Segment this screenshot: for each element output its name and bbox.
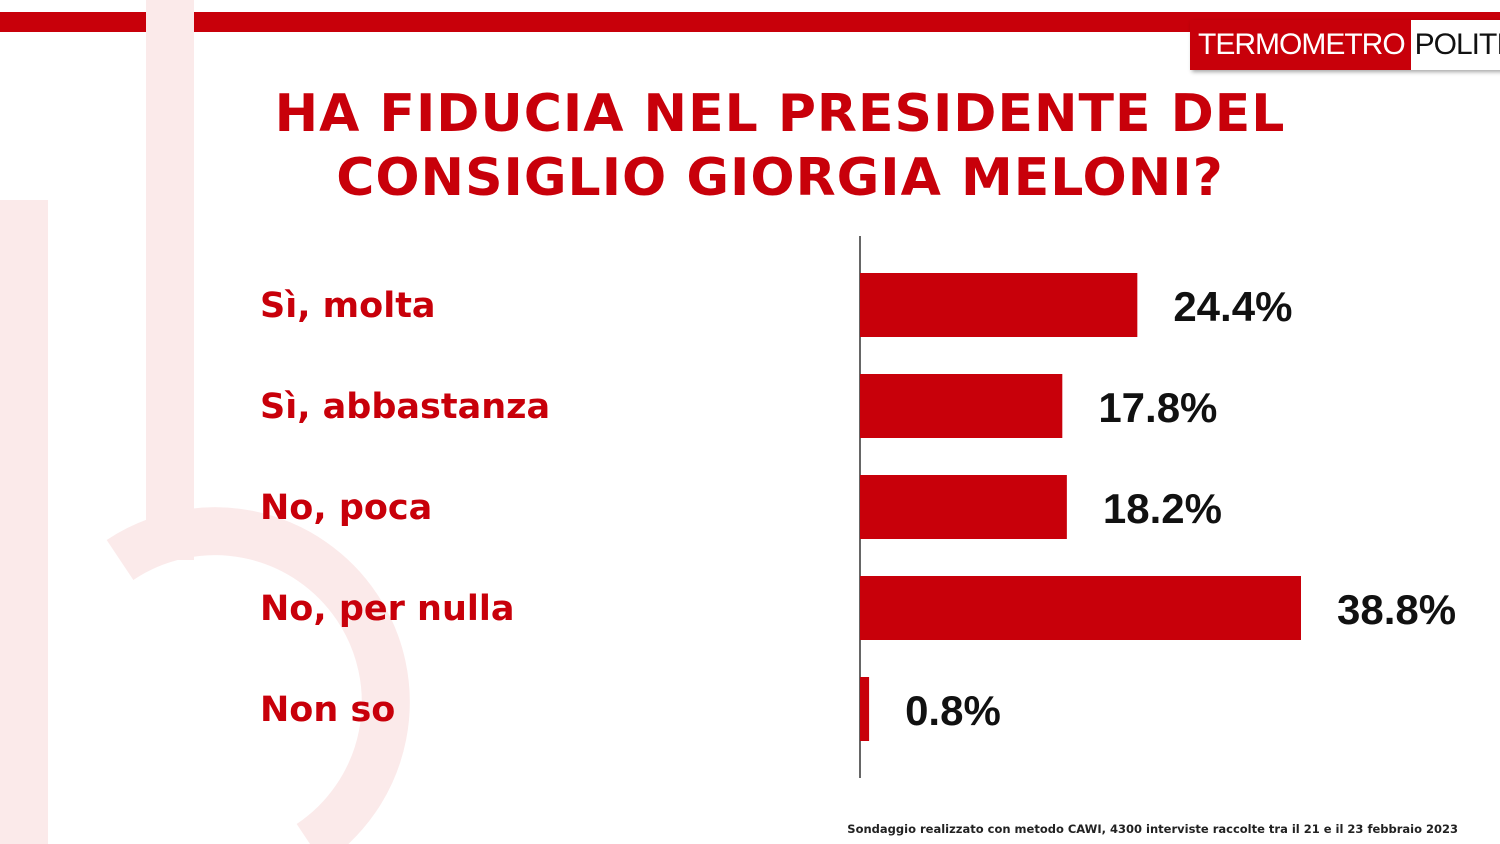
category-label-3: No, poca: [260, 488, 432, 528]
bar-4: [860, 576, 1301, 640]
value-label-5: 0.8%: [905, 687, 1001, 734]
chart-title-line-1: HA FIDUCIA NEL PRESIDENTE DEL: [274, 84, 1286, 144]
logo-part-termometro: TERMOMETRO: [1190, 20, 1411, 70]
value-label-3: 18.2%: [1103, 485, 1222, 532]
termometro-politico-logo: TERMOMETRO POLITICO: [1190, 20, 1500, 70]
category-label-4: No, per nulla: [260, 589, 515, 629]
bar-5: [860, 677, 870, 741]
bar-3: [860, 475, 1067, 539]
source-note: Sondaggio realizzato con metodo CAWI, 43…: [847, 822, 1458, 836]
value-label-4: 38.8%: [1337, 586, 1456, 633]
category-label-2: Sì, abbastanza: [260, 387, 550, 427]
value-label-1: 24.4%: [1173, 283, 1292, 330]
top-red-band: [0, 12, 1500, 32]
category-label-1: Sì, molta: [260, 286, 436, 326]
bar-2: [860, 374, 1063, 438]
chart-title-line-2: CONSIGLIO GIORGIA MELONI?: [336, 148, 1224, 208]
category-label-5: Non so: [260, 690, 395, 730]
bar-1: [860, 273, 1138, 337]
chart-title: HA FIDUCIA NEL PRESIDENTE DEL CONSIGLIO …: [140, 82, 1420, 210]
logo-part-politico: POLITICO: [1410, 20, 1500, 70]
value-label-2: 17.8%: [1098, 384, 1217, 431]
bars-group: Sì, molta 24.4% Sì, abbastanza 17.8% No, poc…: [260, 273, 1456, 741]
